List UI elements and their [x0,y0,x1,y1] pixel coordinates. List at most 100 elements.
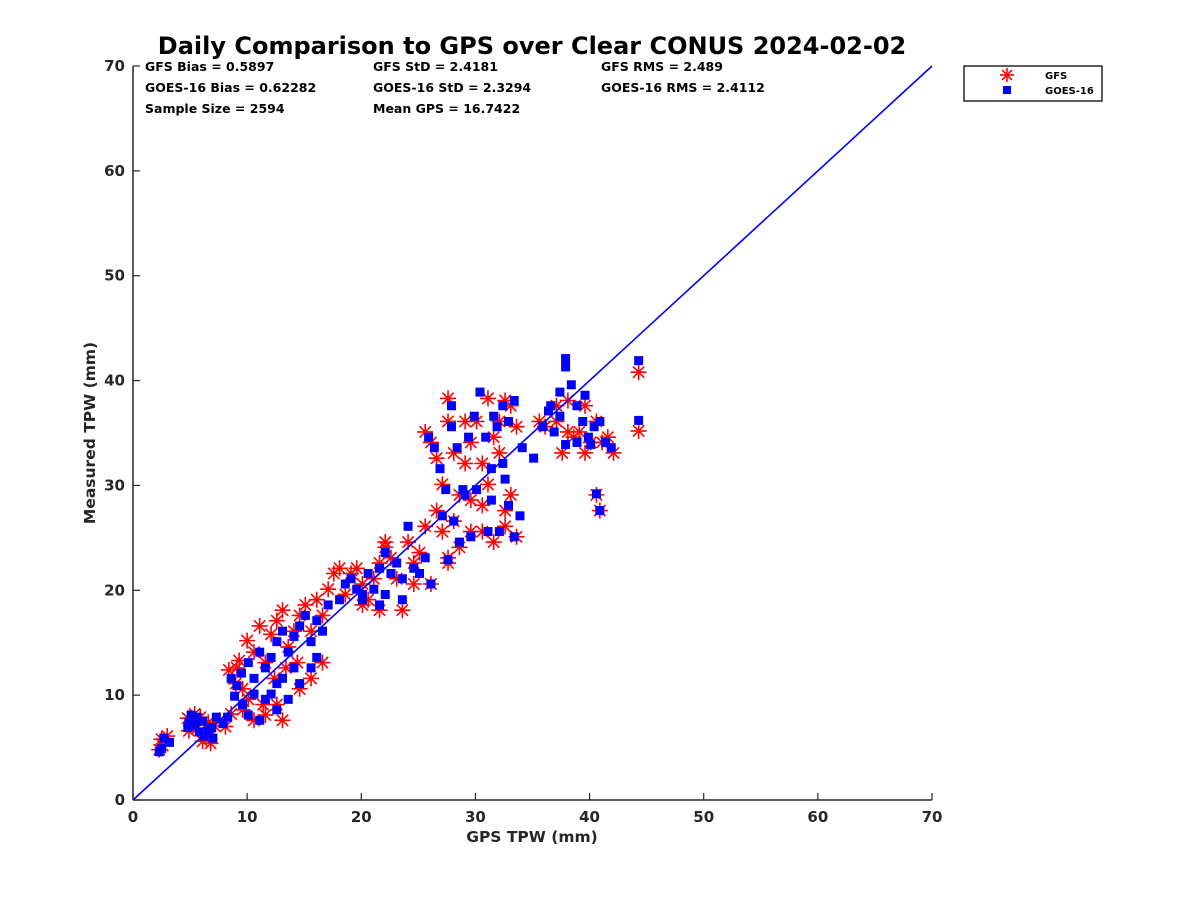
gfs-point [630,422,647,439]
goes-point [549,427,559,437]
gfs-point [474,497,491,514]
goes-point [494,527,504,537]
goes-point [283,647,293,657]
goes-point [601,437,611,447]
points-layer [151,354,647,758]
gfs-point [630,364,647,381]
x-tick-label: 0 [128,808,138,826]
goes-point [583,432,593,442]
y-tick-label: 40 [104,372,125,390]
goes-point [357,589,367,599]
goes-point [165,737,175,747]
goes-point [580,390,590,400]
goes-point [446,422,456,432]
goes-point [346,574,356,584]
gfs-point [474,455,491,472]
goes-point [266,652,276,662]
goes-point [546,401,556,411]
y-tick-label: 10 [104,686,125,704]
goes-point [634,356,644,366]
goes-point [283,694,293,704]
goes-point [429,443,439,453]
goes-point [272,705,282,715]
goes-point [452,443,462,453]
stats-block: GFS Bias = 0.5897 GFS StD = 2.4181 GFS R… [145,59,765,116]
goes-point [211,712,221,722]
gfs-point [485,534,502,551]
goes-point [157,744,167,754]
goes-point [435,464,445,474]
goes-point [249,689,259,699]
stat-goes-rms: GOES-16 RMS = 2.4112 [601,80,765,95]
y-axis-label: Measured TPW (mm) [81,342,99,524]
legend-goes-label: GOES-16 [1045,86,1094,97]
goes-point [498,401,508,411]
legend: GFS GOES-16 [963,65,1103,102]
x-tick-label: 20 [351,808,372,826]
goes-point [492,422,502,432]
y-tick-label: 30 [104,476,125,494]
goes-point [190,721,200,731]
goes-point [509,532,519,542]
goes-point [289,631,299,641]
goes-point [489,411,499,421]
x-tick-label: 40 [579,808,600,826]
goes-point [591,489,601,499]
goes-point [555,387,565,397]
gfs-point [428,450,445,467]
goes-point [243,658,253,668]
goes-point [500,474,510,484]
goes-point [466,532,476,542]
goes-point [380,589,390,599]
goes-point [515,511,525,521]
stat-sample-size: Sample Size = 2594 [145,101,285,116]
legend-gfs-label: GFS [1045,71,1067,82]
goes-point [159,733,169,743]
goes-point [335,595,345,605]
y-tick-label: 0 [115,791,125,809]
goes-point [572,437,582,447]
goes-point [218,718,228,728]
goes-point [595,416,605,426]
goes-point [272,637,282,647]
goes-point [369,584,379,594]
goes-point [317,626,327,636]
gfs-point [255,696,272,713]
one-to-one-line [132,65,933,801]
goes-point [443,555,453,565]
goes-point [606,443,616,453]
goes-point [426,579,436,589]
goes-point [306,637,316,647]
goes-point [198,716,208,726]
x-tick-label: 10 [237,808,258,826]
goes-point [375,600,385,610]
goes-point [194,727,204,737]
goes-point [306,663,316,673]
y-tick-label: 50 [104,267,125,285]
legend-gfs-asterisk [1000,68,1014,82]
goes-point [232,681,242,691]
goes-point [186,710,196,720]
goes-point [403,521,413,531]
gfs-point [251,617,268,634]
goes-point [223,712,233,722]
goes-point [529,453,539,463]
goes-point [255,715,265,725]
gfs-point [303,670,320,687]
gfs-point [297,596,314,613]
stat-goes-bias: GOES-16 Bias = 0.62282 [145,80,316,95]
gfs-point [274,602,291,619]
gfs-point [394,602,411,619]
goes-point [464,432,474,442]
gfs-point [457,455,474,472]
goes-point [586,440,596,450]
x-tick-label: 50 [693,808,714,826]
goes-point [561,440,571,450]
goes-point [397,595,407,605]
gfs-point [417,518,434,535]
goes-point [278,626,288,636]
x-tick-label: 30 [465,808,486,826]
goes-point [295,679,305,689]
goes-point [226,673,236,683]
